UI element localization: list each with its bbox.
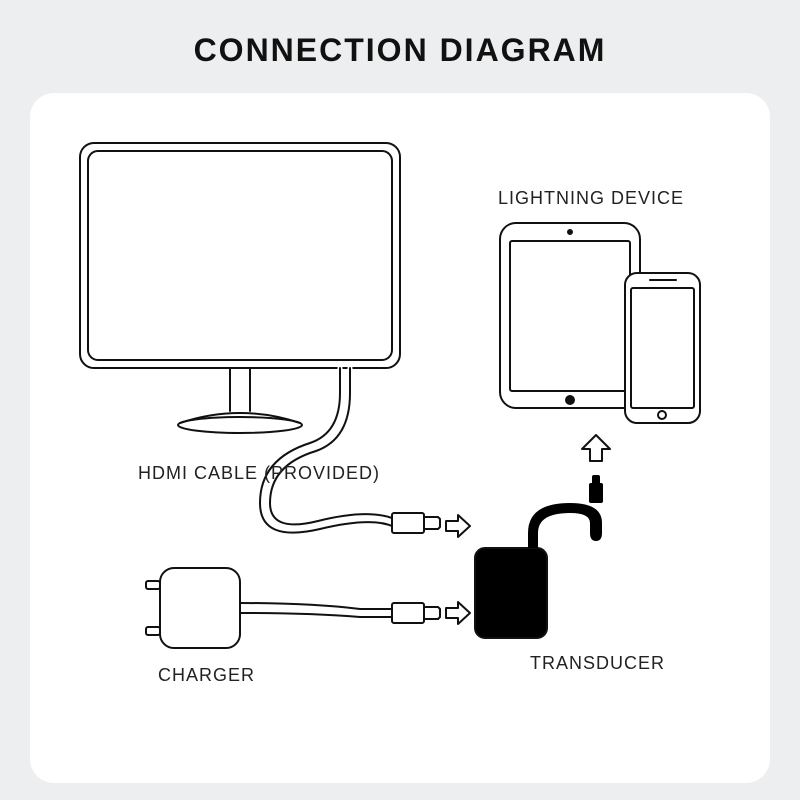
page-title: CONNECTION DIAGRAM — [0, 0, 800, 93]
hdmi-cable-label: HDMI CABLE (PROVIDED) — [138, 463, 380, 484]
charger-icon — [146, 568, 240, 648]
arrow-charger-icon — [446, 602, 470, 624]
tablet-icon — [500, 223, 640, 408]
charger-cable — [240, 603, 440, 623]
transducer-icon — [475, 475, 603, 638]
charger-label: CHARGER — [158, 665, 255, 686]
diagram-card: LIGHTNING DEVICE HDMI CABLE (PROVIDED) T… — [30, 93, 770, 783]
arrow-lightning-icon — [582, 435, 610, 461]
arrow-hdmi-icon — [446, 515, 470, 537]
lightning-device-label: LIGHTNING DEVICE — [498, 188, 684, 209]
transducer-label: TRANSDUCER — [530, 653, 665, 674]
hdmi-cable — [260, 368, 440, 533]
phone-icon — [625, 273, 700, 423]
